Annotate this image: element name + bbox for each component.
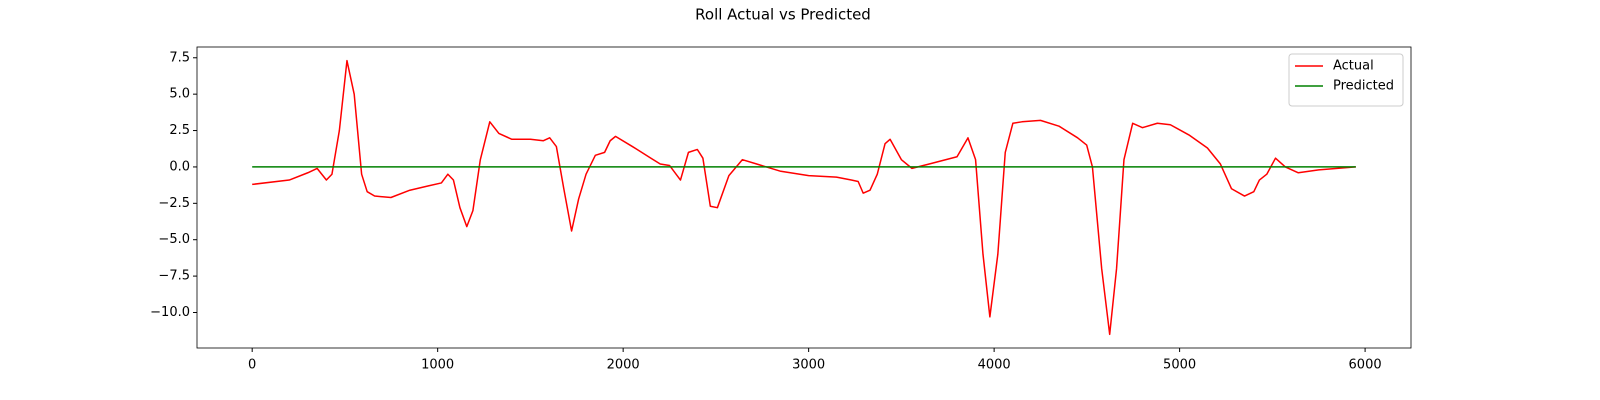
x-tick-label: 3000 <box>792 358 825 373</box>
plot-frame <box>196 46 1412 349</box>
chart-title: Roll Actual vs Predicted <box>695 6 871 24</box>
y-tick-label: −5.0 <box>158 232 190 247</box>
legend-label: Predicted <box>1333 79 1394 94</box>
x-tick-label: 2000 <box>607 358 640 373</box>
series-line <box>252 59 1356 336</box>
y-tick-label: −7.5 <box>158 269 190 284</box>
y-tick-label: 2.5 <box>169 123 190 138</box>
y-tick-label: 0.0 <box>169 159 190 174</box>
x-tick-label: 5000 <box>1163 358 1196 373</box>
x-tick-label: 4000 <box>978 358 1011 373</box>
legend-label: Actual <box>1333 59 1374 74</box>
x-tick-label: 0 <box>248 358 256 373</box>
x-tick-label: 6000 <box>1349 358 1382 373</box>
y-tick-label: 5.0 <box>169 87 190 102</box>
y-tick-label: −10.0 <box>150 305 190 320</box>
x-tick-label: 1000 <box>421 358 454 373</box>
y-tick-label: −2.5 <box>158 196 190 211</box>
legend-box <box>1288 53 1404 107</box>
y-tick-label: 7.5 <box>169 50 190 65</box>
